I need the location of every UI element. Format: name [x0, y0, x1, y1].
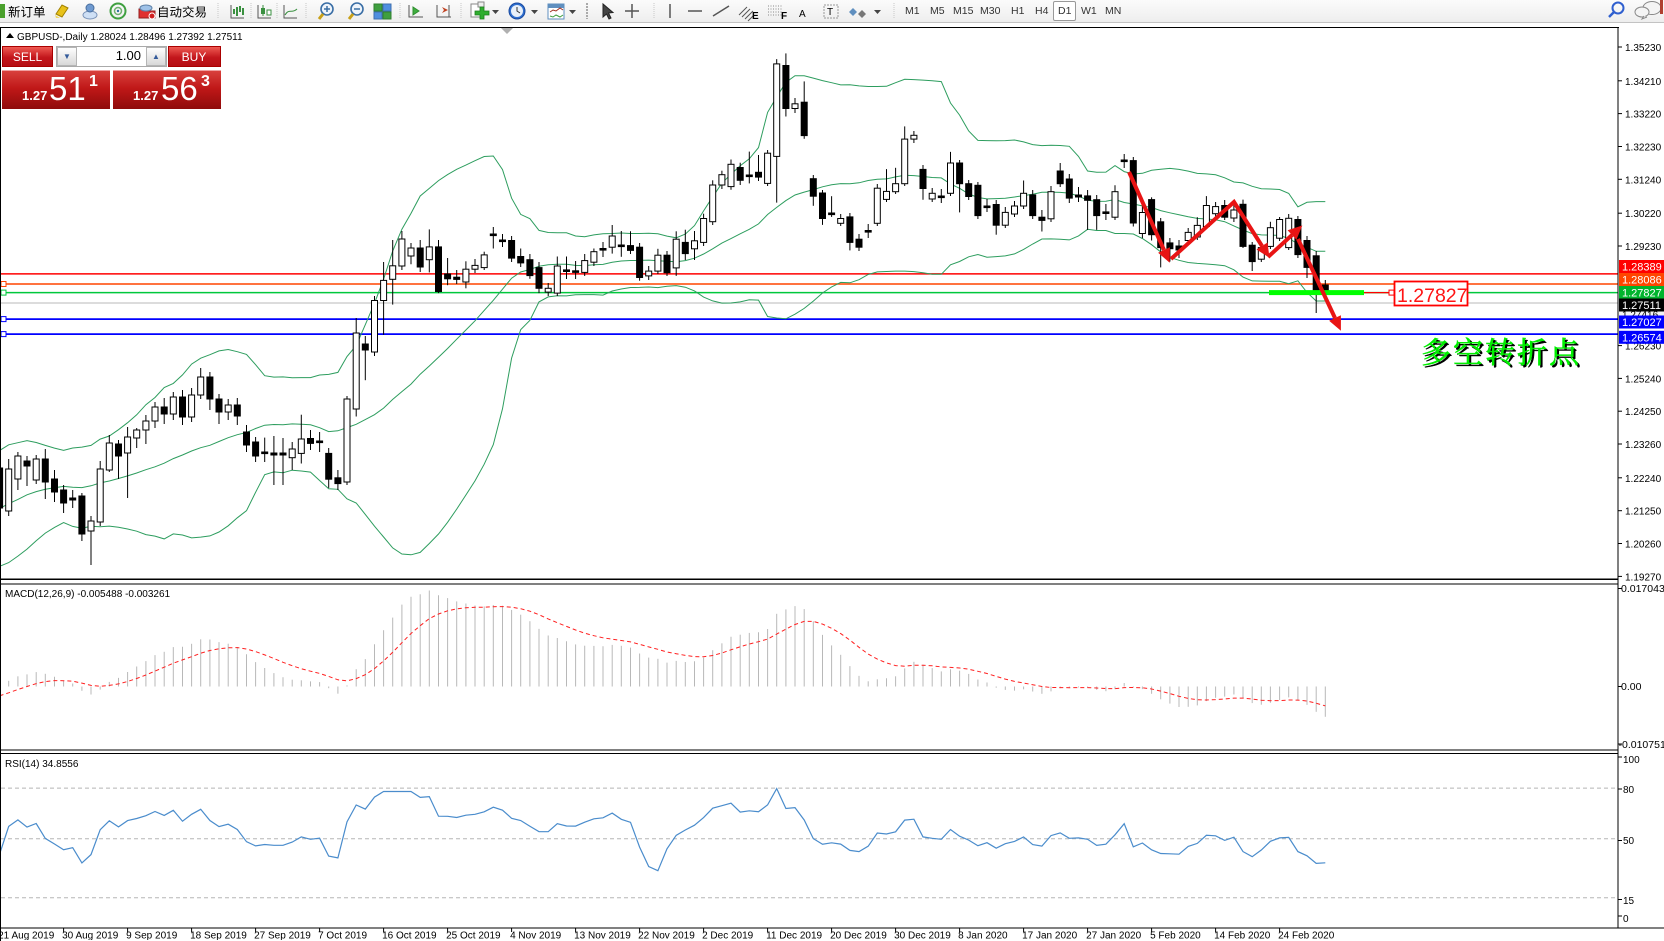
svg-text:0.00: 0.00 — [1621, 681, 1642, 693]
svg-text:1.22240: 1.22240 — [1625, 474, 1662, 485]
svg-text:1.23260: 1.23260 — [1625, 440, 1662, 451]
svg-text:2 Dec 2019: 2 Dec 2019 — [702, 931, 754, 941]
svg-text:1.27027: 1.27027 — [1622, 317, 1662, 329]
svg-text:A: A — [799, 9, 806, 20]
svg-text:1.27827: 1.27827 — [1622, 288, 1662, 300]
svg-text:RSI(14) 34.8556: RSI(14) 34.8556 — [5, 759, 79, 770]
svg-text:1.31240: 1.31240 — [1625, 175, 1662, 186]
svg-text:24 Feb 2020: 24 Feb 2020 — [1278, 931, 1335, 941]
svg-text:20 Dec 2019: 20 Dec 2019 — [830, 931, 887, 941]
svg-text:1.27827: 1.27827 — [1397, 285, 1468, 307]
svg-text:-0.010751: -0.010751 — [1619, 739, 1664, 751]
svg-text:1.21250: 1.21250 — [1625, 507, 1662, 518]
svg-text:100: 100 — [1623, 755, 1640, 766]
svg-text:14 Feb 2020: 14 Feb 2020 — [1214, 931, 1271, 941]
svg-text:30 Aug 2019: 30 Aug 2019 — [62, 931, 119, 941]
svg-text:9 Sep 2019: 9 Sep 2019 — [126, 931, 178, 941]
svg-text:1.24250: 1.24250 — [1625, 407, 1662, 418]
svg-text:8 Jan 2020: 8 Jan 2020 — [958, 931, 1008, 941]
svg-text:11 Dec 2019: 11 Dec 2019 — [766, 931, 822, 941]
svg-text:21 Aug 2019: 21 Aug 2019 — [1, 931, 55, 941]
svg-text:E: E — [752, 11, 759, 22]
svg-text:17 Jan 2020: 17 Jan 2020 — [1022, 931, 1077, 941]
svg-text:1.28389: 1.28389 — [1622, 262, 1662, 274]
svg-text:1.20260: 1.20260 — [1625, 540, 1662, 551]
svg-text:80: 80 — [1623, 785, 1635, 796]
svg-text:1.33220: 1.33220 — [1625, 110, 1662, 121]
svg-text:1.26574: 1.26574 — [1622, 332, 1662, 344]
svg-text:GBPUSD-,Daily 1.28024 1.28496: GBPUSD-,Daily 1.28024 1.28496 1.27392 1.… — [17, 32, 243, 43]
svg-text:25 Oct 2019: 25 Oct 2019 — [446, 931, 501, 941]
svg-text:1.27416: 1.27416 — [1622, 310, 1659, 321]
svg-text:50: 50 — [1623, 836, 1635, 847]
svg-text:22 Nov 2019: 22 Nov 2019 — [638, 931, 695, 941]
svg-text:30 Dec 2019: 30 Dec 2019 — [894, 931, 951, 941]
svg-text:27 Sep 2019: 27 Sep 2019 — [254, 931, 311, 941]
svg-text:1.29230: 1.29230 — [1625, 242, 1662, 253]
svg-text:1.25240: 1.25240 — [1625, 374, 1662, 385]
svg-text:5 Feb 2020: 5 Feb 2020 — [1150, 931, 1201, 941]
svg-text:T: T — [827, 7, 833, 18]
svg-text:1.35230: 1.35230 — [1625, 43, 1662, 54]
svg-text:16 Oct 2019: 16 Oct 2019 — [382, 931, 437, 941]
svg-text:0: 0 — [1623, 914, 1629, 925]
svg-text:MACD(12,26,9) -0.005488 -0.003: MACD(12,26,9) -0.005488 -0.003261 — [5, 589, 171, 600]
svg-text:1.34210: 1.34210 — [1625, 77, 1662, 88]
svg-text:0.017043: 0.017043 — [1621, 583, 1664, 595]
svg-text:1.30220: 1.30220 — [1625, 209, 1662, 220]
svg-text:4 Nov 2019: 4 Nov 2019 — [510, 931, 562, 941]
svg-text:1.27511: 1.27511 — [1622, 300, 1661, 312]
svg-text:1.26230: 1.26230 — [1625, 342, 1662, 353]
svg-text:F: F — [781, 11, 787, 22]
svg-text:13 Nov 2019: 13 Nov 2019 — [574, 931, 631, 941]
svg-text:1.28086: 1.28086 — [1622, 275, 1662, 287]
svg-text:15: 15 — [1623, 896, 1635, 907]
svg-text:1.32230: 1.32230 — [1625, 143, 1662, 154]
svg-text:18 Sep 2019: 18 Sep 2019 — [190, 931, 247, 941]
svg-text:27 Jan 2020: 27 Jan 2020 — [1086, 931, 1141, 941]
svg-text:1.19270: 1.19270 — [1625, 572, 1662, 583]
svg-text:7 Oct 2019: 7 Oct 2019 — [318, 931, 367, 941]
